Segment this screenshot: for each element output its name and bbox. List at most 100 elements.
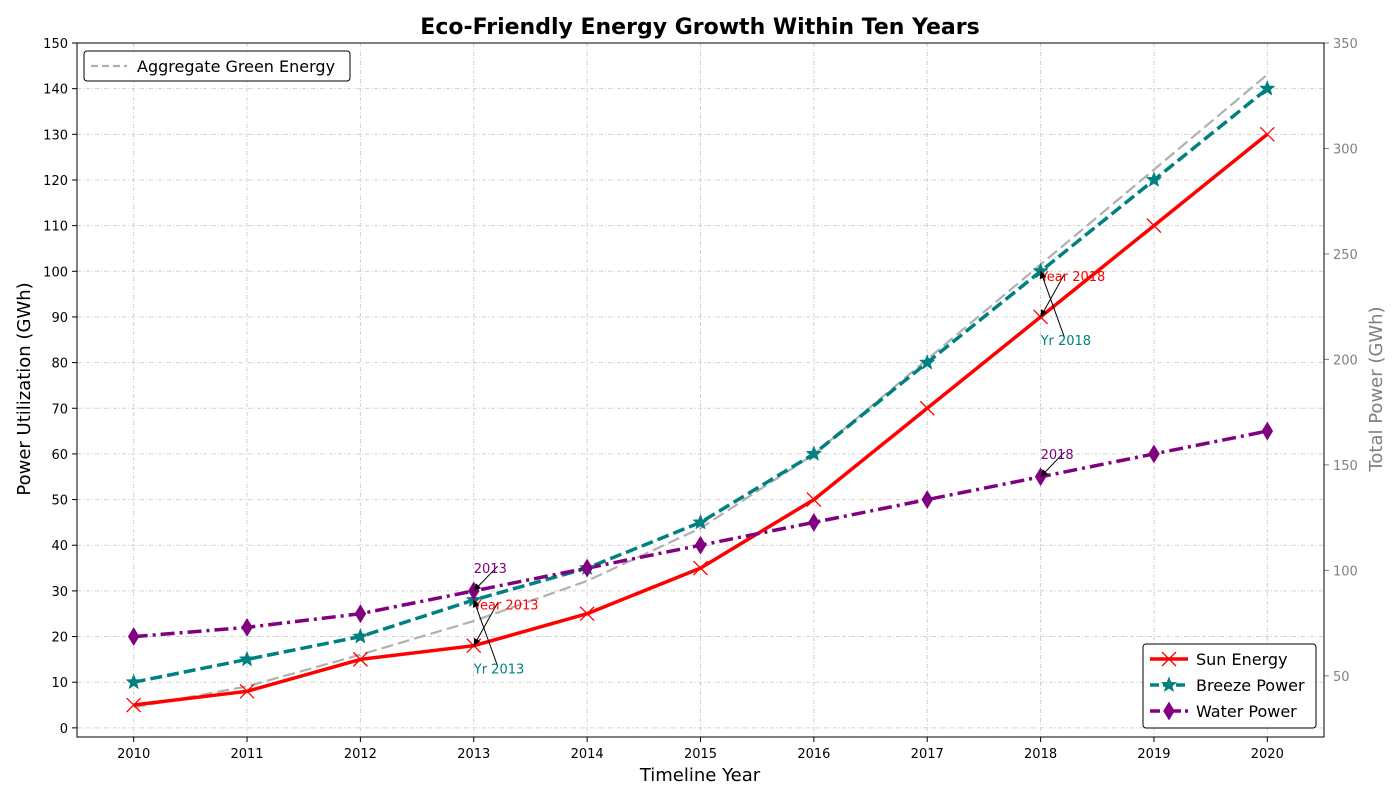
y-tick-label: 90: [51, 311, 68, 326]
y-tick-label: 130: [43, 128, 68, 143]
x-tick-label: 2018: [1024, 747, 1057, 762]
data-point-sun-energy: [1146, 218, 1162, 234]
data-point-sun-energy: [919, 400, 935, 416]
x-axis-ticks: 2010 2011 2012 2013 2014 2015 2016 2017 2018 2019…: [117, 737, 1284, 762]
annotation-arrowhead: [472, 600, 480, 608]
y2-tick-label: 250: [1333, 248, 1358, 263]
data-point-breeze-power: [238, 650, 256, 667]
legend-series: Sun Energy Breeze Power Water Power: [1142, 643, 1317, 729]
y2-tick-label: 350: [1333, 37, 1358, 52]
data-point-water-power: [694, 535, 707, 555]
legend-label-breeze-power: Breeze Power: [1196, 676, 1305, 695]
x-tick-label: 2010: [117, 747, 150, 762]
y-tick-label: 70: [51, 402, 68, 417]
x-tick-label: 2011: [230, 747, 263, 762]
y-tick-label: 80: [51, 357, 68, 372]
y-tick-label: 20: [51, 631, 68, 646]
y-tick-label: 10: [51, 676, 68, 691]
y-axis-right-ticks: 50 100 150 200 250 300 350: [1324, 37, 1358, 685]
series-line-aggregate-green-energy: [133, 73, 1269, 709]
data-point-water-power: [581, 558, 593, 578]
data-point-sun-energy: [352, 651, 368, 667]
data-point-sun-energy: [579, 606, 595, 622]
data-point-water-power: [808, 512, 820, 532]
data-point-water-power: [127, 627, 140, 647]
data-point-breeze-power: [1259, 80, 1276, 96]
data-point-breeze-power: [125, 673, 142, 690]
legend-marker-water-power: [1163, 701, 1175, 721]
data-point-sun-energy: [239, 683, 255, 699]
data-point-breeze-power: [805, 445, 823, 461]
series-markers: [125, 80, 1276, 713]
plot-frame: [76, 42, 1325, 738]
marker-stroke: [239, 683, 255, 699]
y-tick-label: 0: [60, 722, 68, 737]
annotation-arrow: [1040, 271, 1066, 338]
data-point-breeze-power: [692, 513, 709, 530]
annotation-label: 2018: [1041, 448, 1074, 463]
marker-stroke: [579, 606, 595, 622]
data-point-sun-energy: [1259, 126, 1275, 142]
marker-stroke: [1161, 651, 1177, 667]
data-point-sun-energy: [806, 492, 822, 508]
y-tick-label: 60: [51, 448, 68, 463]
data-point-breeze-power: [918, 353, 936, 370]
marker-stroke: [126, 697, 142, 713]
y2-tick-label: 300: [1333, 142, 1358, 157]
x-tick-label: 2020: [1251, 747, 1284, 762]
y2-tick-label: 50: [1333, 670, 1350, 685]
annotation-arrowhead: [1039, 271, 1047, 280]
data-point-water-power: [241, 617, 253, 637]
x-tick-label: 2014: [571, 747, 604, 762]
data-point-water-power: [921, 490, 934, 510]
y-tick-label: 50: [51, 494, 68, 509]
annotation-arrowhead: [1040, 469, 1048, 477]
annotation-arrow: [1040, 273, 1066, 318]
x-tick-label: 2017: [911, 747, 944, 762]
x-tick-label: 2016: [797, 747, 830, 762]
marker-stroke: [806, 492, 822, 508]
marker-stroke: [352, 651, 368, 667]
annotation-label: Yr 2013: [473, 663, 525, 678]
legend-marker-breeze-power: [1160, 676, 1178, 693]
data-point-sun-energy: [126, 697, 142, 713]
grid: [77, 42, 1324, 737]
marker-stroke: [1259, 126, 1275, 142]
x-tick-label: 2015: [684, 747, 717, 762]
marker-stroke: [693, 560, 708, 576]
y-tick-label: 40: [51, 539, 68, 554]
y-tick-label: 100: [43, 265, 68, 280]
y2-tick-label: 100: [1333, 564, 1358, 579]
annotations: Year 2013 Yr 2013 2013 Year 2018 Yr 2018 2018: [473, 270, 1106, 678]
annotation-arrowhead: [1040, 309, 1048, 317]
legend-aggregate: Aggregate Green Energy: [83, 50, 351, 82]
y-tick-label: 30: [51, 585, 68, 600]
data-point-water-power: [1148, 444, 1160, 464]
x-tick-label: 2019: [1137, 747, 1170, 762]
legend-label-water-power: Water Power: [1196, 702, 1297, 721]
annotation-label: Year 2018: [1040, 270, 1106, 285]
series-line-breeze-power: [133, 87, 1269, 684]
y-tick-label: 140: [43, 83, 68, 98]
y-tick-label: 150: [43, 37, 68, 52]
marker-stroke: [919, 400, 935, 416]
annotation-label: 2013: [474, 562, 507, 577]
legend-series-box: [1142, 643, 1317, 729]
annotation-label: Yr 2018: [1040, 334, 1092, 349]
y2-tick-label: 200: [1333, 353, 1358, 368]
y-tick-label: 110: [43, 220, 68, 235]
y-axis-right-label: Total Power (GWh): [1366, 306, 1387, 472]
y-axis-left-ticks: 0 10 20 30 40 50 60 70 80 90 100 110 120 130 140 150: [43, 37, 77, 737]
annotation-arrow: [473, 602, 499, 646]
x-axis-label: Timeline Year: [639, 765, 761, 786]
data-point-sun-energy: [693, 560, 708, 576]
legend-aggregate-label: Aggregate Green Energy: [137, 57, 335, 76]
marker-stroke: [1146, 218, 1162, 234]
data-point-water-power: [354, 604, 367, 624]
annotation-arrow: [473, 599, 499, 667]
legend-aggregate-box: [83, 50, 351, 82]
legend-label-sun-energy: Sun Energy: [1196, 650, 1288, 669]
x-tick-label: 2012: [344, 747, 377, 762]
annotation-arrowhead: [473, 637, 481, 646]
